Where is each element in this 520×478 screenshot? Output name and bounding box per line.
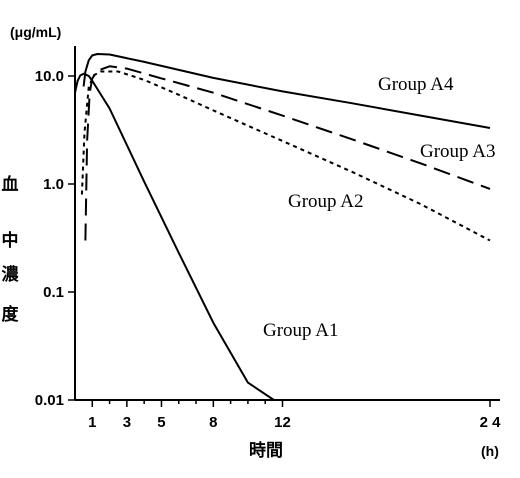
series-label-group-a2: Group A2 — [288, 191, 363, 212]
x-tick-label: 3 — [123, 414, 131, 431]
series-labels: Group A4 Group A3 Group A2 Group A1 — [263, 74, 495, 341]
y-tick-label: 10.0 — [35, 68, 64, 85]
series-line-group-a3 — [84, 65, 491, 241]
series-label-group-a1: Group A1 — [263, 320, 338, 341]
series-line-group-a4 — [82, 53, 491, 129]
y-tick-label: 0.1 — [43, 284, 64, 301]
y-axis-title-char: 中 — [2, 230, 19, 251]
x-tick-label: 8 — [209, 414, 217, 431]
y-axis-title-char: 濃 — [2, 264, 20, 285]
series-label-group-a4: Group A4 — [378, 74, 454, 95]
axes: 0.01 0.1 1.0 10.0 1 3 5 8 12 2 4 — [35, 46, 501, 431]
series-line-group-a2 — [80, 70, 491, 242]
y-tick-label: 1.0 — [43, 176, 64, 193]
series-curves — [74, 53, 491, 401]
x-unit-label: (h) — [481, 443, 499, 459]
x-tick-label: 5 — [157, 414, 165, 431]
y-tick-label: 0.01 — [35, 392, 64, 409]
x-axis-title: 時間 — [249, 440, 283, 461]
x-tick-label: 12 — [274, 414, 291, 431]
y-axis-title-char: 血 — [2, 174, 19, 195]
series-line-group-a1 — [74, 72, 275, 401]
x-tick-label: 1 — [88, 414, 96, 431]
y-unit-label: (μg/mL) — [10, 24, 61, 40]
x-tick-label: 2 4 — [480, 414, 502, 431]
series-label-group-a3: Group A3 — [420, 141, 495, 162]
y-axis-title-char: 度 — [2, 304, 20, 325]
